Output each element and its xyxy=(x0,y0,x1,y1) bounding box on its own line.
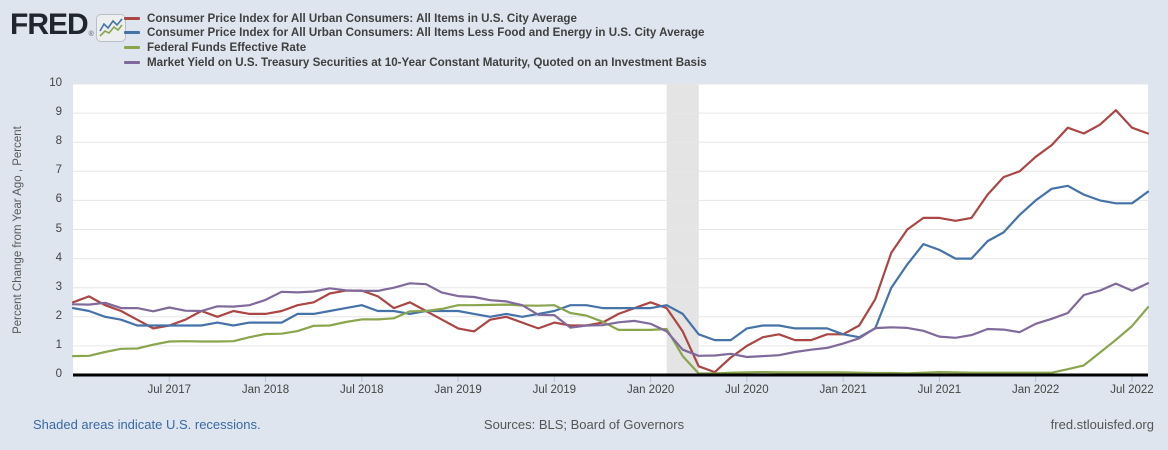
y-axis-tick-label: 7 xyxy=(55,164,62,177)
x-axis-tick-label: Jul 2018 xyxy=(340,384,384,396)
legend-item-cpi-all-items[interactable]: Consumer Price Index for All Urban Consu… xyxy=(124,11,707,26)
recession-note-link[interactable]: Shaded areas indicate U.S. recessions. xyxy=(33,417,261,432)
x-axis-tick-label: Jan 2018 xyxy=(241,384,290,396)
x-axis-tick-label: Jan 2021 xyxy=(819,384,867,396)
x-axis-tick-label: Jan 2020 xyxy=(626,384,675,396)
legend-label: Consumer Price Index for All Urban Consu… xyxy=(147,11,577,25)
legend-label: Consumer Price Index for All Urban Consu… xyxy=(147,26,705,40)
x-axis-tick-label: Jul 2020 xyxy=(725,384,769,396)
y-axis-tick-label: 2 xyxy=(55,309,62,322)
x-axis-tick-label: Jul 2022 xyxy=(1110,384,1154,396)
series-line-core-cpi[interactable] xyxy=(71,184,1150,342)
legend-swatch-treasury-10y xyxy=(124,60,140,64)
y-axis-tick-label: 3 xyxy=(55,280,62,293)
fred-logo[interactable]: FRED ® xyxy=(10,8,126,42)
series-line-fed-funds-rate[interactable] xyxy=(71,303,1150,375)
series-line-cpi-all-items[interactable] xyxy=(71,109,1150,374)
legend-label: Federal Funds Effective Rate xyxy=(147,40,307,54)
sparkline-chart-icon xyxy=(95,14,126,42)
x-axis-line xyxy=(73,373,1148,377)
y-axis-tick-label: 5 xyxy=(55,222,62,235)
x-axis-tick-label: Jul 2017 xyxy=(147,384,191,396)
y-axis-tick-label: 0 xyxy=(55,368,62,380)
y-axis-tick-label: 6 xyxy=(55,193,62,206)
legend-item-fed-funds-rate[interactable]: Federal Funds Effective Rate xyxy=(124,40,707,55)
registered-mark: ® xyxy=(88,31,94,38)
fred-logo-text: FRED xyxy=(10,8,89,41)
y-axis-tick-label: 1 xyxy=(55,338,62,351)
y-axis-tick-label: 10 xyxy=(49,77,62,89)
x-axis-tick-label: Jul 2019 xyxy=(532,384,577,396)
legend-swatch-cpi-all-items xyxy=(124,16,140,20)
legend-label: Market Yield on U.S. Treasury Securities… xyxy=(147,55,707,69)
legend-swatch-core-cpi xyxy=(124,31,140,35)
series-line-treasury-10y[interactable] xyxy=(71,282,1150,359)
fred-site-link[interactable]: fred.stlouisfed.org xyxy=(1050,417,1154,432)
legend-item-core-cpi[interactable]: Consumer Price Index for All Urban Consu… xyxy=(124,26,707,41)
y-axis-tick-label: 4 xyxy=(55,251,62,264)
legend: Consumer Price Index for All Urban Consu… xyxy=(124,11,707,69)
y-axis-tick-label: 8 xyxy=(55,135,62,148)
x-axis-tick-label: Jul 2021 xyxy=(917,384,962,396)
legend-item-treasury-10y[interactable]: Market Yield on U.S. Treasury Securities… xyxy=(124,55,707,70)
legend-swatch-fed-funds-rate xyxy=(124,45,140,49)
x-axis-tick-label: Jan 2019 xyxy=(434,384,482,396)
x-axis-tick-label: Jan 2022 xyxy=(1012,384,1060,396)
sources-text: Sources: BLS; Board of Governors xyxy=(483,417,685,432)
y-axis-tick-label: 9 xyxy=(55,106,62,119)
